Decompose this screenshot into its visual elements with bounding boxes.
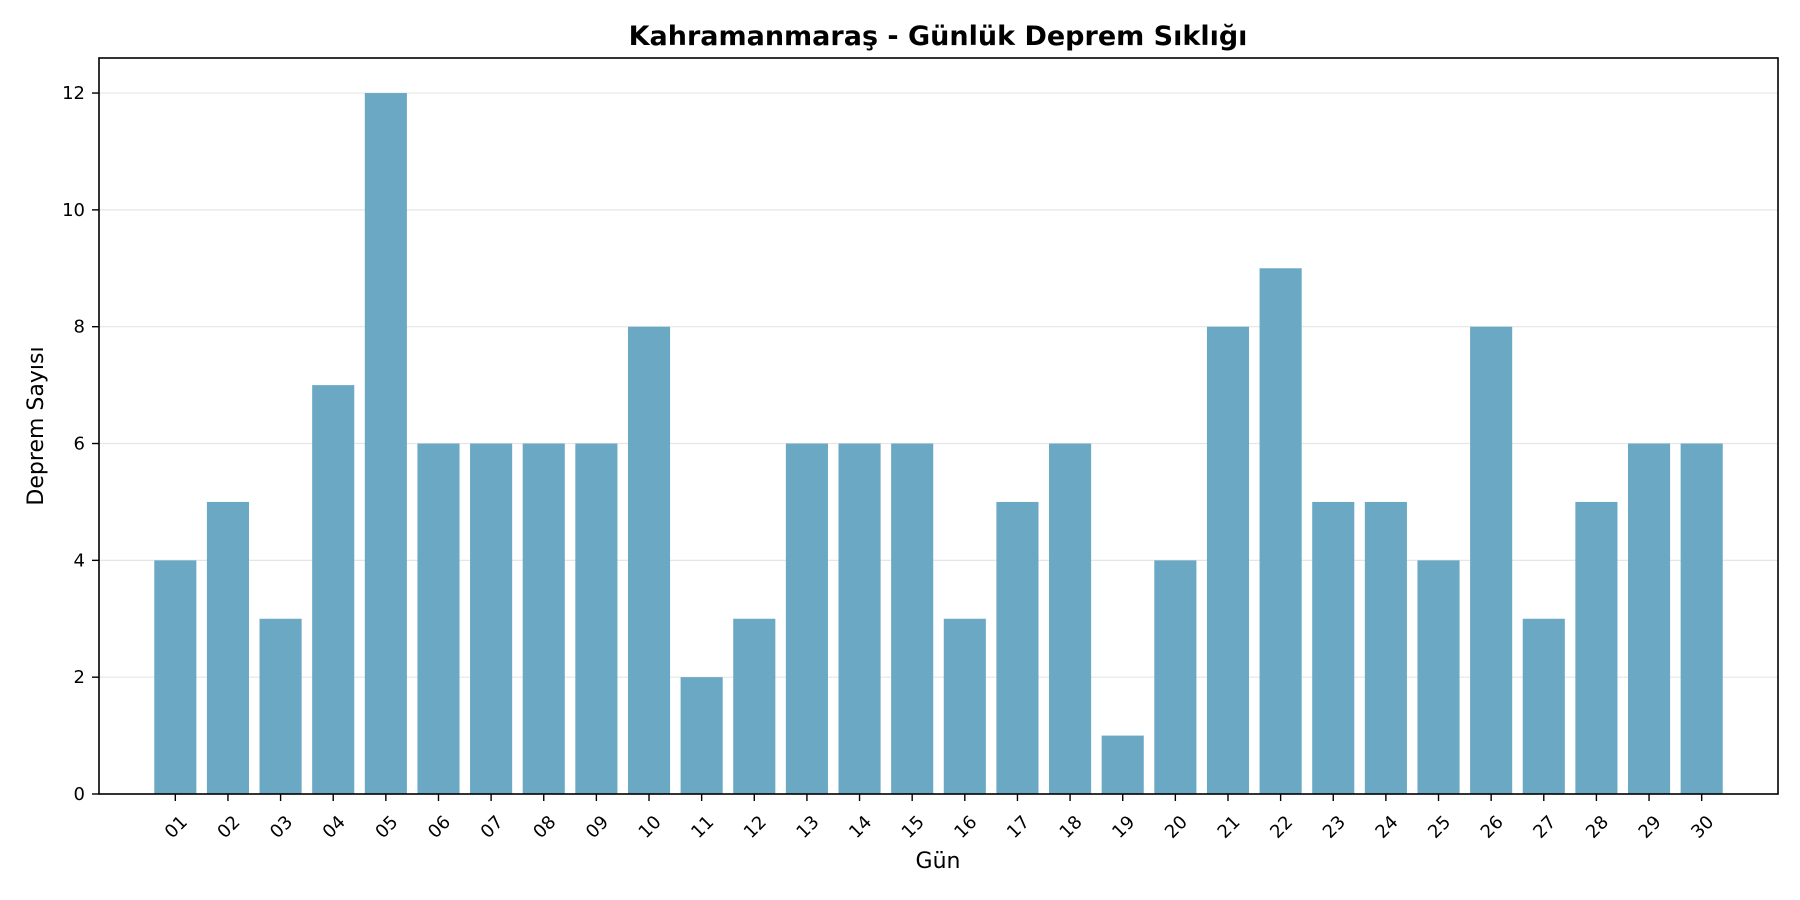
bar-15 bbox=[891, 443, 934, 794]
y-axis-label: Deprem Sayısı bbox=[24, 346, 49, 505]
chart-title: Kahramanmaraş - Günlük Deprem Sıklığı bbox=[629, 21, 1248, 52]
bar-25 bbox=[1417, 560, 1460, 794]
x-tick-label: 26 bbox=[1477, 812, 1508, 843]
y-tick-label: 8 bbox=[74, 317, 85, 338]
bar-04 bbox=[312, 385, 355, 794]
bar-19 bbox=[1101, 735, 1144, 794]
x-tick-label: 16 bbox=[950, 812, 981, 843]
x-tick-label: 04 bbox=[319, 812, 350, 843]
bar-29 bbox=[1627, 443, 1671, 794]
x-tick-label: 03 bbox=[266, 812, 297, 843]
x-tick-label: 29 bbox=[1635, 812, 1666, 843]
x-tick-label: 02 bbox=[213, 812, 244, 843]
x-tick-label: 19 bbox=[1108, 812, 1139, 843]
bar-02 bbox=[206, 501, 250, 794]
bar-21 bbox=[1206, 326, 1250, 794]
x-tick-label: 14 bbox=[845, 812, 876, 843]
x-tick-label: 27 bbox=[1529, 812, 1560, 843]
x-tick-label: 17 bbox=[1003, 812, 1034, 843]
bar-11 bbox=[680, 677, 723, 794]
x-tick-label: 08 bbox=[529, 812, 560, 843]
bar-07 bbox=[470, 443, 513, 794]
x-axis-ticks: 01 02 03 04 05 06 07 08 09 10 11 12 13 14 15 16 17 18 19 20… bbox=[161, 794, 1718, 843]
bar-24 bbox=[1364, 501, 1407, 794]
bar-08 bbox=[522, 443, 565, 794]
x-tick-label: 22 bbox=[1266, 812, 1297, 843]
x-tick-label: 07 bbox=[477, 812, 508, 843]
bar-12 bbox=[733, 618, 776, 794]
x-tick-label: 28 bbox=[1582, 812, 1613, 843]
bar-23 bbox=[1312, 501, 1355, 794]
y-tick-label: 0 bbox=[74, 784, 85, 805]
x-tick-label: 13 bbox=[792, 812, 823, 843]
x-tick-label: 23 bbox=[1319, 812, 1350, 843]
x-tick-label: 24 bbox=[1371, 812, 1402, 843]
bar-20 bbox=[1154, 560, 1197, 794]
x-tick-label: 01 bbox=[161, 812, 192, 843]
bar-16 bbox=[943, 618, 986, 794]
x-tick-label: 20 bbox=[1161, 812, 1192, 843]
x-tick-label: 15 bbox=[898, 812, 929, 843]
x-tick-label: 05 bbox=[371, 812, 402, 843]
bar-18 bbox=[1049, 443, 1092, 794]
x-axis-label: Gün bbox=[916, 849, 961, 874]
x-tick-label: 30 bbox=[1687, 812, 1718, 843]
bar-01 bbox=[154, 560, 197, 794]
bar-30 bbox=[1680, 443, 1723, 794]
y-tick-label: 10 bbox=[62, 200, 85, 221]
bar-09 bbox=[575, 443, 618, 794]
x-tick-label: 21 bbox=[1214, 812, 1245, 843]
x-tick-label: 18 bbox=[1056, 812, 1087, 843]
x-tick-label: 12 bbox=[740, 812, 771, 843]
bar-26 bbox=[1470, 326, 1513, 794]
bar-22 bbox=[1259, 268, 1302, 794]
y-tick-label: 12 bbox=[62, 83, 85, 104]
bar-28 bbox=[1575, 501, 1618, 794]
bar-14 bbox=[838, 443, 881, 794]
x-tick-label: 09 bbox=[582, 812, 613, 843]
bar-05 bbox=[364, 93, 407, 795]
x-tick-label: 25 bbox=[1424, 812, 1455, 843]
bars bbox=[154, 93, 1723, 795]
x-tick-label: 11 bbox=[687, 812, 718, 843]
x-tick-label: 10 bbox=[635, 812, 666, 843]
bar-13 bbox=[785, 443, 828, 794]
bar-06 bbox=[417, 443, 460, 794]
bar-27 bbox=[1522, 618, 1565, 794]
y-axis-ticks: 0 2 4 6 8 10 12 bbox=[62, 83, 99, 805]
y-tick-label: 6 bbox=[74, 434, 85, 455]
bar-17 bbox=[996, 501, 1039, 794]
y-tick-label: 4 bbox=[74, 550, 85, 571]
bar-03 bbox=[259, 618, 302, 794]
x-tick-label: 06 bbox=[424, 812, 455, 843]
plot-frame bbox=[98, 57, 1779, 795]
bar-10 bbox=[627, 326, 671, 794]
y-tick-label: 2 bbox=[74, 667, 85, 688]
